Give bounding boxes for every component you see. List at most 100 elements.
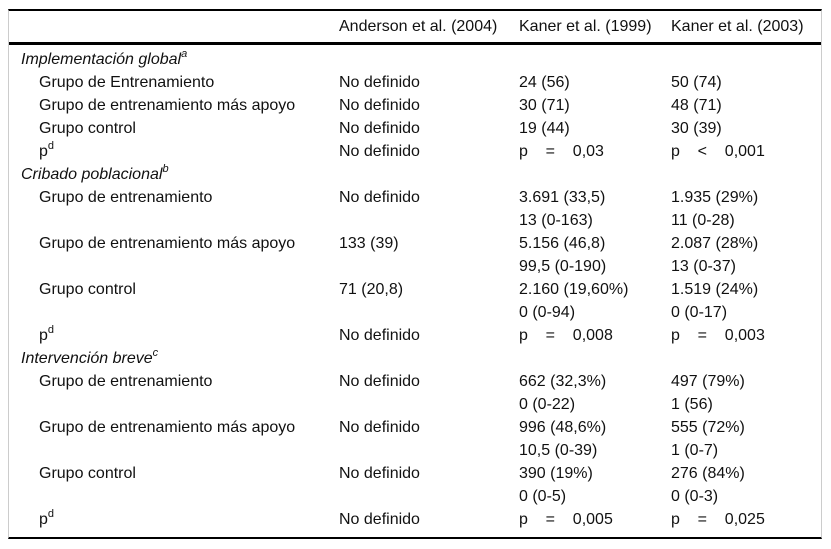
value-cell: p = 0,003 xyxy=(671,324,821,347)
value-line: 662 (32,3%) xyxy=(519,373,607,390)
row-label: Grupo de entrenamiento más apoyo xyxy=(39,419,296,436)
value-line: 13 (0-163) xyxy=(519,212,593,229)
value-cell: No definido xyxy=(339,324,519,347)
value-cell: No definido xyxy=(339,140,519,163)
value-line: 1.935 (29%) xyxy=(671,189,759,206)
row-label: Grupo control xyxy=(39,281,136,298)
value-line: No definido xyxy=(339,74,420,91)
value-line: 99,5 (0-190) xyxy=(519,258,607,275)
value-cell: 19 (44) xyxy=(519,117,671,140)
value-cell: No definido xyxy=(339,416,519,462)
value-cell: p = 0,005 xyxy=(519,508,671,531)
value-line: No definido xyxy=(339,419,420,436)
label-superscript: d xyxy=(47,139,55,152)
column-header-kaner-2003: Kaner et al. (2003) xyxy=(671,11,821,45)
section-row: Implementación globala xyxy=(9,44,821,72)
row-label: Grupo de entrenamiento más apoyo xyxy=(39,97,296,114)
value-line: 24 (56) xyxy=(519,74,570,91)
value-line: 0 (0-94) xyxy=(519,304,576,321)
value-line: p < 0,001 xyxy=(671,143,765,160)
row-label: Grupo de entrenamiento más apoyo xyxy=(39,235,296,252)
value-cell: 71 (20,8) xyxy=(339,278,519,324)
value-cell: p = 0,008 xyxy=(519,324,671,347)
table-row: Grupo control No definido 19 (44) 30 (39) xyxy=(9,117,821,140)
value-cell: No definido xyxy=(339,370,519,416)
table-row: Grupo de entrenamiento No definido 662 (32… xyxy=(9,370,821,416)
row-label: pd xyxy=(39,323,55,344)
column-header-anderson-2004: Anderson et al. (2004) xyxy=(339,11,519,45)
value-line: 11 (0-28) xyxy=(671,212,735,229)
value-line: 133 (39) xyxy=(339,235,399,252)
value-cell: No definido xyxy=(339,462,519,508)
value-cell: 276 (84%) 0 (0-3) xyxy=(671,462,821,508)
value-line: 30 (71) xyxy=(519,97,570,114)
table-row: Grupo de entrenamiento No definido 3.691 (… xyxy=(9,186,821,232)
section-superscript: a xyxy=(181,47,188,60)
label-superscript: d xyxy=(47,323,55,336)
value-cell: 555 (72%) 1 (0-7) xyxy=(671,416,821,462)
value-line: 0 (0-3) xyxy=(671,488,719,505)
value-cell: p = 0,03 xyxy=(519,140,671,163)
value-line: 1 (56) xyxy=(671,396,713,413)
results-table: Anderson et al. (2004) Kaner et al. (199… xyxy=(9,11,821,531)
value-line: 3.691 (33,5) xyxy=(519,189,606,206)
value-line: p = 0,003 xyxy=(671,327,765,344)
value-line: 19 (44) xyxy=(519,120,570,137)
value-line: No definido xyxy=(339,373,420,390)
table-row: Grupo control 71 (20,8) 2.160 (19,60%) 0 (0… xyxy=(9,278,821,324)
value-line: 2.160 (19,60%) xyxy=(519,281,629,298)
table-body: Implementación globala Grupo de Entrenami… xyxy=(9,44,821,532)
value-cell: No definido xyxy=(339,94,519,117)
value-cell: No definido xyxy=(339,117,519,140)
table-row: Grupo control No definido 390 (19%) 0 (0-5)… xyxy=(9,462,821,508)
value-line: p = 0,03 xyxy=(519,143,604,160)
value-cell: 5.156 (46,8) 99,5 (0-190) xyxy=(519,232,671,278)
section-title: Implementación globala xyxy=(21,47,188,68)
value-line: 48 (71) xyxy=(671,97,722,114)
value-cell: p < 0,001 xyxy=(671,140,821,163)
value-line: p = 0,008 xyxy=(519,327,613,344)
section-superscript: c xyxy=(152,346,159,359)
value-cell: No definido xyxy=(339,71,519,94)
label-superscript: d xyxy=(47,507,55,520)
value-line: 1 (0-7) xyxy=(671,442,719,459)
value-cell: 1.935 (29%) 11 (0-28) xyxy=(671,186,821,232)
value-line: No definido xyxy=(339,511,420,528)
value-cell: 3.691 (33,5) 13 (0-163) xyxy=(519,186,671,232)
value-line: p = 0,005 xyxy=(519,511,613,528)
value-line: 71 (20,8) xyxy=(339,281,404,298)
value-line: 10,5 (0-39) xyxy=(519,442,598,459)
value-line: No definido xyxy=(339,327,420,344)
section-title: Cribado poblacionalb xyxy=(21,162,169,183)
value-line: 2.087 (28%) xyxy=(671,235,759,252)
value-line: 555 (72%) xyxy=(671,419,745,436)
row-label: Grupo de entrenamiento xyxy=(39,189,213,206)
section-row: Cribado poblacionalb xyxy=(9,163,821,186)
value-cell: 48 (71) xyxy=(671,94,821,117)
value-line: No definido xyxy=(339,143,420,160)
section-superscript: b xyxy=(162,162,169,175)
value-cell: 24 (56) xyxy=(519,71,671,94)
section-title: Intervención brevec xyxy=(21,346,159,367)
table-row: Grupo de Entrenamiento No definido 24 (56)… xyxy=(9,71,821,94)
row-label: Grupo control xyxy=(39,465,136,482)
value-cell: 1.519 (24%) 0 (0-17) xyxy=(671,278,821,324)
value-cell: 497 (79%) 1 (56) xyxy=(671,370,821,416)
table-row: Grupo de entrenamiento más apoyo 133 (39)… xyxy=(9,232,821,278)
row-label: Grupo de entrenamiento xyxy=(39,373,213,390)
value-cell: 30 (71) xyxy=(519,94,671,117)
value-line: p = 0,025 xyxy=(671,511,765,528)
value-cell: 662 (32,3%) 0 (0-22) xyxy=(519,370,671,416)
value-line: 30 (39) xyxy=(671,120,722,137)
column-header-empty xyxy=(9,11,339,45)
value-line: 390 (19%) xyxy=(519,465,593,482)
value-cell: 996 (48,6%) 10,5 (0-39) xyxy=(519,416,671,462)
row-label: pd xyxy=(39,139,55,160)
column-header-kaner-1999: Kaner et al. (1999) xyxy=(519,11,671,45)
value-line: 0 (0-5) xyxy=(519,488,567,505)
value-line: 13 (0-37) xyxy=(671,258,736,275)
row-label: Grupo control xyxy=(39,120,136,137)
value-line: 5.156 (46,8) xyxy=(519,235,606,252)
value-line: No definido xyxy=(339,97,420,114)
table-frame: Anderson et al. (2004) Kaner et al. (199… xyxy=(8,9,822,539)
